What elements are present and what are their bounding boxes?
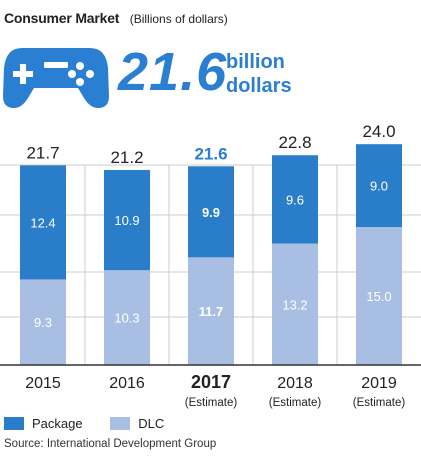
total-label: 21.6 [194, 144, 227, 163]
legend-item-package: Package [4, 416, 83, 431]
legend-swatch-package [4, 417, 24, 430]
stacked-bar-chart: 9.3 12.4 21.7 2015 10.3 10.9 21.2 2016 11.7 9.9 21… [0, 122, 421, 409]
data-label-package: 12.4 [30, 215, 55, 230]
x-tick-note: (Estimate) [185, 397, 238, 409]
data-label-dlc: 11.7 [199, 304, 224, 319]
legend-item-dlc: DLC [110, 416, 164, 431]
x-tick-label: 2018 [277, 375, 313, 392]
x-tick-label: 2016 [109, 375, 145, 392]
bar-package [188, 166, 234, 258]
chart-title-row: Consumer Market (Billions of dollars) [4, 10, 228, 28]
x-tick-note: (Estimate) [269, 397, 322, 409]
legend-label-dlc: DLC [138, 416, 165, 431]
hero-unit-line2: dollars [226, 75, 292, 97]
data-label-dlc: 13.2 [282, 297, 307, 312]
data-label-dlc: 10.3 [114, 311, 139, 326]
data-label-package: 9.0 [370, 179, 388, 194]
bar-dlc [104, 270, 150, 365]
bar-dlc [188, 257, 234, 365]
bar-dlc [356, 227, 402, 365]
gamepad-icon [3, 48, 109, 108]
data-label-package: 10.9 [114, 213, 139, 228]
total-label: 21.7 [26, 143, 59, 162]
bar-dlc [20, 279, 66, 365]
data-label-package: 9.9 [202, 205, 220, 220]
data-label-dlc: 9.3 [34, 315, 52, 330]
legend: Package DLC [4, 416, 188, 433]
x-tick-label: 2017 [191, 372, 231, 392]
source-note: Source: International Development Group [4, 438, 217, 450]
bar-package [20, 165, 66, 280]
bar-package [272, 155, 318, 244]
hero-unit: billion dollars [226, 50, 292, 98]
hero-unit-line1: billion [226, 51, 285, 73]
total-label: 21.2 [110, 148, 143, 167]
hero-value: 21.6 [118, 42, 228, 102]
bar-dlc [272, 243, 318, 365]
bar-package [356, 144, 402, 227]
x-tick-label: 2015 [25, 375, 61, 392]
legend-label-package: Package [32, 416, 83, 431]
chart-subtitle: (Billions of dollars) [129, 12, 228, 26]
legend-swatch-dlc [110, 417, 131, 430]
data-label-package: 9.6 [286, 192, 304, 207]
data-label-dlc: 15.0 [366, 289, 391, 304]
total-label: 22.8 [278, 133, 311, 152]
total-label: 24.0 [362, 122, 395, 141]
bar-package [104, 169, 150, 271]
x-tick-label: 2019 [361, 375, 397, 392]
hero-banner: 21.6 billion dollars [0, 38, 421, 112]
chart-title: Consumer Market [4, 10, 120, 26]
x-tick-note: (Estimate) [353, 397, 406, 409]
